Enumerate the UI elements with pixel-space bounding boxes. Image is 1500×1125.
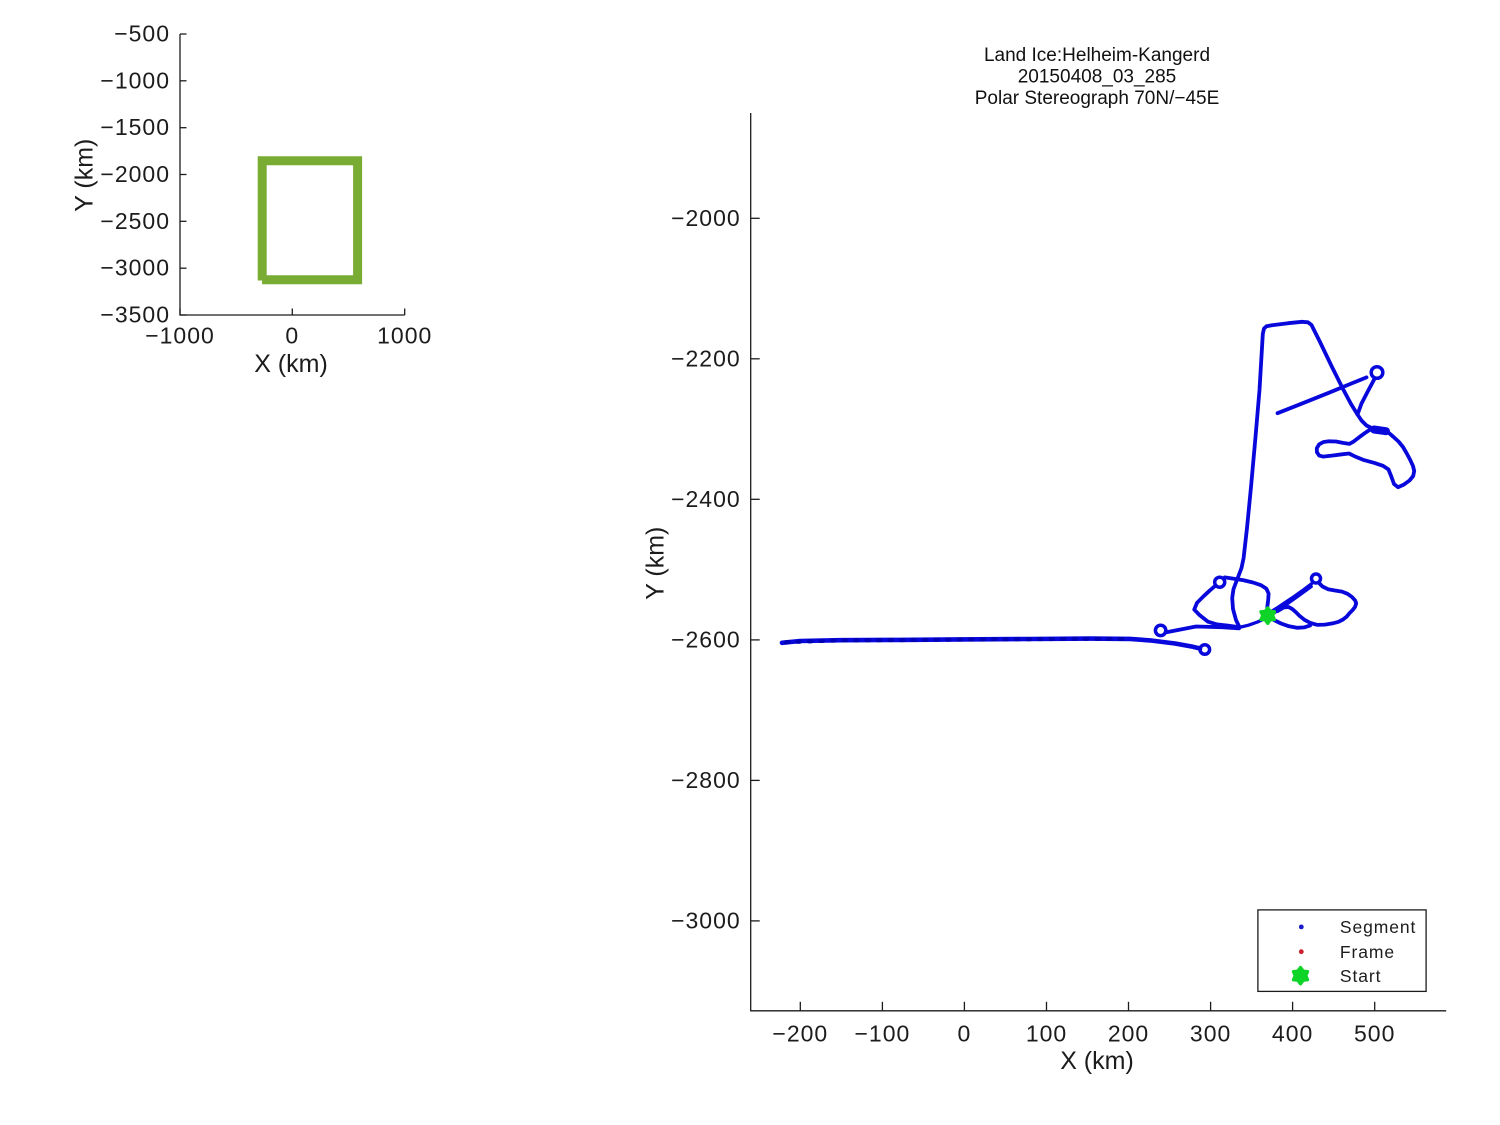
svg-text:−2500: −2500 [100, 208, 170, 234]
svg-text:−2600: −2600 [671, 626, 741, 652]
svg-text:−2800: −2800 [671, 767, 741, 793]
svg-text:−3000: −3000 [100, 255, 170, 281]
svg-text:Y (km): Y (km) [71, 139, 99, 212]
svg-text:−2200: −2200 [671, 345, 741, 371]
svg-text:−2000: −2000 [100, 161, 170, 187]
svg-text:−1500: −1500 [100, 114, 170, 140]
svg-text:−3500: −3500 [100, 302, 170, 328]
svg-text:Start: Start [1340, 966, 1381, 986]
svg-text:0: 0 [285, 323, 299, 349]
svg-text:Polar Stereograph 70N/−45E: Polar Stereograph 70N/−45E [975, 88, 1220, 109]
svg-text:300: 300 [1190, 1020, 1231, 1046]
svg-text:20150408_03_285: 20150408_03_285 [1018, 67, 1177, 88]
svg-text:500: 500 [1354, 1020, 1395, 1046]
svg-text:−500: −500 [114, 21, 170, 47]
svg-text:400: 400 [1272, 1020, 1313, 1046]
svg-text:Y (km): Y (km) [642, 527, 670, 600]
svg-text:200: 200 [1108, 1020, 1149, 1046]
svg-text:−1000: −1000 [145, 323, 215, 349]
svg-text:Segment: Segment [1340, 917, 1416, 937]
svg-text:−1000: −1000 [100, 67, 170, 93]
svg-text:Frame: Frame [1340, 942, 1395, 962]
svg-text:X (km): X (km) [1060, 1047, 1134, 1075]
svg-text:−100: −100 [854, 1020, 910, 1046]
svg-text:100: 100 [1026, 1020, 1067, 1046]
svg-text:−200: −200 [772, 1020, 828, 1046]
svg-text:X (km): X (km) [254, 350, 328, 378]
svg-text:−2400: −2400 [671, 486, 741, 512]
svg-text:−3000: −3000 [671, 907, 741, 933]
svg-text:0: 0 [958, 1020, 972, 1046]
svg-text:Land Ice:Helheim-Kangerd: Land Ice:Helheim-Kangerd [984, 45, 1210, 66]
svg-text:1000: 1000 [377, 323, 432, 349]
svg-text:−2000: −2000 [671, 205, 741, 231]
